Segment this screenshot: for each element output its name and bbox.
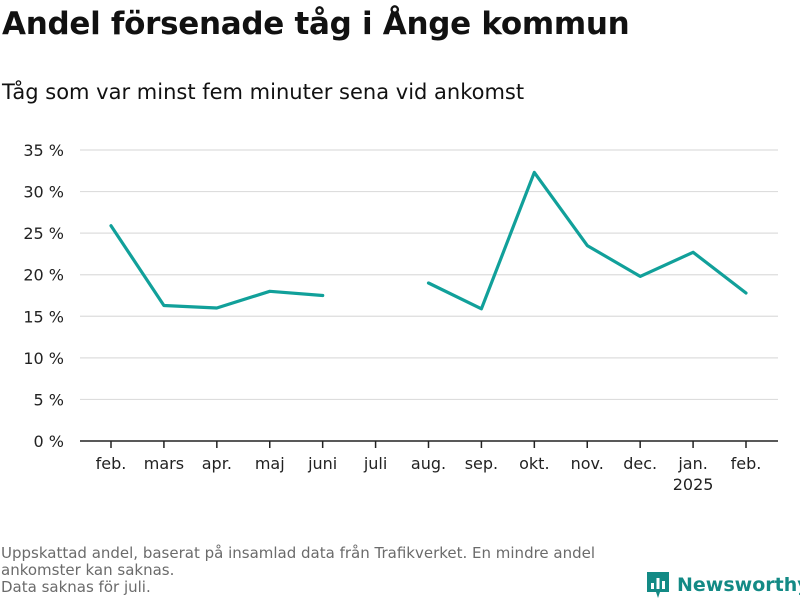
- y-tick-label: 20 %: [23, 266, 64, 285]
- x-tick-label: juli: [363, 454, 387, 473]
- x-tick-label: dec.: [623, 454, 657, 473]
- x-tick-label: juni: [307, 454, 337, 473]
- brand-name: Newsworthy: [677, 574, 800, 596]
- y-axis-labels: 0 % 5 % 10 % 15 % 20 % 25 % 30 % 35 %: [23, 141, 64, 451]
- footnote-line: Uppskattad andel, baserat på insamlad da…: [1, 544, 596, 562]
- series-lines: [109, 170, 748, 311]
- footnote-line: ankomster kan saknas.: [1, 561, 175, 579]
- y-tick-label: 30 %: [23, 183, 64, 202]
- x-tick-label: nov.: [571, 454, 604, 473]
- x-tick-label: feb.: [731, 454, 762, 473]
- y-tick-label: 35 %: [23, 141, 64, 160]
- y-tick-label: 0 %: [34, 432, 64, 451]
- series-line: [426, 170, 748, 311]
- line-chart: 0 %5 %10 %15 %20 %25 %30 %35 % feb. mars a…: [23, 141, 778, 494]
- brand-logo: Newsworthy: [645, 570, 800, 600]
- footnote: Uppskattad andel, baserat på insamlad da…: [1, 545, 641, 596]
- x-tick-label: okt.: [519, 454, 549, 473]
- x-tick-label: feb.: [96, 454, 127, 473]
- y-tick-label: 5 %: [34, 390, 64, 409]
- gridlines: [80, 149, 778, 401]
- x-axis: feb. mars apr. maj juni juli aug. sep. okt. nov. d…: [80, 440, 778, 494]
- x-tick-label: sep.: [465, 454, 498, 473]
- chart-title: Andel försenade tåg i Ånge kommun: [2, 6, 630, 42]
- y-tick-label: 25 %: [23, 224, 64, 243]
- footnote-line: Data saknas för juli.: [1, 578, 151, 596]
- x-tick-label: maj: [255, 454, 285, 473]
- x-tick-label: mars: [144, 454, 184, 473]
- series-line: [109, 224, 325, 310]
- x-tick-label: jan.: [677, 454, 707, 473]
- y-tick-label: 15 %: [23, 307, 64, 326]
- y-tick-label: 10 %: [23, 349, 64, 368]
- x-tick-label: apr.: [202, 454, 232, 473]
- x-tick-sublabel: 2025: [673, 475, 714, 494]
- bar-chart-speech-bubble-icon: [647, 572, 669, 598]
- chart-subtitle: Tåg som var minst fem minuter sena vid a…: [2, 80, 525, 104]
- x-tick-label: aug.: [411, 454, 446, 473]
